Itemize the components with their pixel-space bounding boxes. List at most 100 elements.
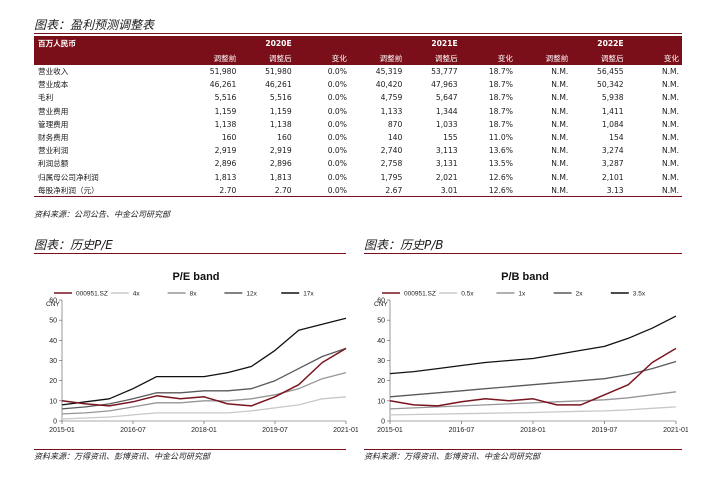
table-cell: 155 [443, 133, 458, 143]
table-cell: N.M. [661, 146, 679, 156]
y-tick-label: 0 [53, 419, 57, 426]
pe-section-title: 图表：历史P/E [34, 238, 113, 252]
subheader: 调整前 [184, 51, 240, 65]
table-cell: 18.7% [488, 80, 513, 90]
table-cell: 160 [221, 133, 237, 143]
table-cell: 50,342 [597, 80, 624, 90]
table-cell: 1,813 [214, 172, 237, 182]
table-cell: 1,133 [380, 106, 403, 116]
x-tick-label: 2015-01 [49, 427, 75, 434]
table-cell: 1,138 [269, 119, 292, 129]
x-tick-label: 2016-07 [120, 427, 146, 434]
legend-label: 000951.SZ [404, 291, 436, 298]
table-year-header-row: 百万人民币 2020E 2021E 2022E [34, 36, 682, 51]
table-cell: 154 [609, 133, 624, 143]
x-tick-label: 2015-01 [377, 427, 403, 434]
series-line-stock [61, 347, 347, 407]
table-cell: 5,516 [269, 93, 292, 103]
table-cell: 0.0% [327, 80, 347, 90]
table-cell: 2,021 [435, 172, 458, 182]
subheader: 调整前 [515, 51, 572, 65]
table-cell: 46,261 [265, 80, 292, 90]
y-tick-label: 30 [49, 358, 57, 365]
table-cell: 3,274 [601, 146, 624, 156]
table-cell: 5,938 [601, 93, 624, 103]
table-row: 财务费用 160 160 0.0% 140 155 11.0% N.M. 154 N.M. [34, 131, 682, 144]
table-cell: 51,980 [209, 67, 237, 77]
subheader: 调整后 [405, 51, 461, 65]
table-source-note: 资料来源：公司公告、中金公司研究部 [34, 210, 170, 219]
table-cell: 4,759 [380, 93, 403, 103]
table-cell: 0.0% [327, 133, 347, 143]
table-cell: N.M. [551, 172, 569, 182]
x-tick-label: 2016-07 [449, 427, 475, 434]
table-cell: 51,980 [265, 67, 292, 77]
x-tick-label: 2019-07 [262, 427, 288, 434]
table-cell: 56,455 [597, 67, 624, 77]
table-cell: 1,159 [214, 106, 237, 116]
pe-title-rule [34, 253, 346, 254]
series-line-band [389, 315, 677, 375]
table-cell: 0.0% [327, 67, 347, 77]
year-header-2022: 2022E [571, 36, 627, 51]
table-cell: 1,159 [269, 106, 292, 116]
table-cell: 1,084 [601, 119, 624, 129]
row-label: 营业收入 [38, 67, 69, 77]
table-cell: N.M. [626, 183, 682, 198]
subheader: 调整后 [239, 51, 295, 65]
table-cell: 1,033 [435, 119, 458, 129]
table-cell: 0.0% [327, 93, 347, 103]
legend-label: 0.5x [461, 291, 474, 298]
table-row: 毛利 5,516 5,516 0.0% 4,759 5,647 18.7% N.M. 5,938… [34, 91, 682, 104]
table-cell: N.M. [661, 119, 679, 129]
year-header-2021: 2021E [405, 36, 461, 51]
pe-band-chart: P/E band 000951.SZ 4x 8x 12x 17x CNY 0 10 20 30 40 5… [46, 271, 358, 434]
legend-label: 3.5x [633, 291, 646, 298]
table-title-rule [34, 33, 682, 34]
subheader: 变化 [626, 51, 682, 65]
subheader: 调整后 [571, 51, 627, 65]
table-cell: 870 [387, 119, 403, 129]
table-cell: 2,758 [380, 159, 403, 169]
legend-label: 17x [303, 291, 314, 298]
table-cell: 2.70 [239, 183, 295, 198]
table-cell: 3.01 [405, 183, 461, 198]
y-tick-label: 50 [377, 318, 385, 325]
table-body: 营业收入 51,980 51,980 0.0% 45,319 53,777 18.7% N.M… [34, 65, 682, 198]
y-tick-label: 60 [377, 298, 385, 305]
table-cell: 0.0% [327, 106, 347, 116]
table-cell: N.M. [551, 93, 569, 103]
x-tick-label: 2021-01 [333, 427, 358, 434]
row-label: 利润总额 [38, 159, 69, 169]
chart-title: P/B band [501, 271, 549, 283]
chart-legend: 000951.SZ 4x 8x 12x 17x [54, 291, 314, 298]
table-row: 归属母公司净利润 1,813 1,813 0.0% 1,795 2,021 12.6% N.M… [34, 171, 682, 184]
table-cell: 11.0% [488, 133, 513, 143]
table-row: 营业成本 46,261 46,261 0.0% 40,420 47,963 18.7% N.M… [34, 78, 682, 91]
table-cell: N.M. [661, 172, 679, 182]
pe-source-rule [34, 449, 346, 450]
series-line-band [389, 406, 677, 416]
legend-label: 8x [190, 291, 198, 298]
table-cell: 45,319 [375, 67, 403, 77]
table-cell: 12.6% [460, 183, 516, 198]
series-line-band [61, 396, 347, 420]
table-cell: N.M. [661, 133, 679, 143]
table-cell: 2,896 [269, 159, 292, 169]
y-tick-label: 20 [49, 378, 57, 385]
row-label: 营业成本 [38, 80, 69, 90]
table-cell: 5,647 [435, 93, 458, 103]
subheader: 变化 [294, 51, 350, 65]
x-tick-label: 2018-01 [520, 427, 546, 434]
table-cell: 40,420 [375, 80, 403, 90]
table-cell: N.M. [551, 159, 569, 169]
legend-label: 000951.SZ [76, 291, 108, 298]
table-cell: 0.0% [327, 119, 347, 129]
table-cell: 5,516 [214, 93, 237, 103]
table-cell: 140 [387, 133, 403, 143]
series-line-band [389, 391, 677, 410]
table-cell: 0.0% [327, 172, 347, 182]
legend-label: 4x [133, 291, 141, 298]
pb-band-chart: P/B band 000951.SZ 0.5x 1x 2x 3.5x CNY 0 10 20 30 4… [374, 271, 688, 434]
table-cell: 0.0% [327, 159, 347, 169]
